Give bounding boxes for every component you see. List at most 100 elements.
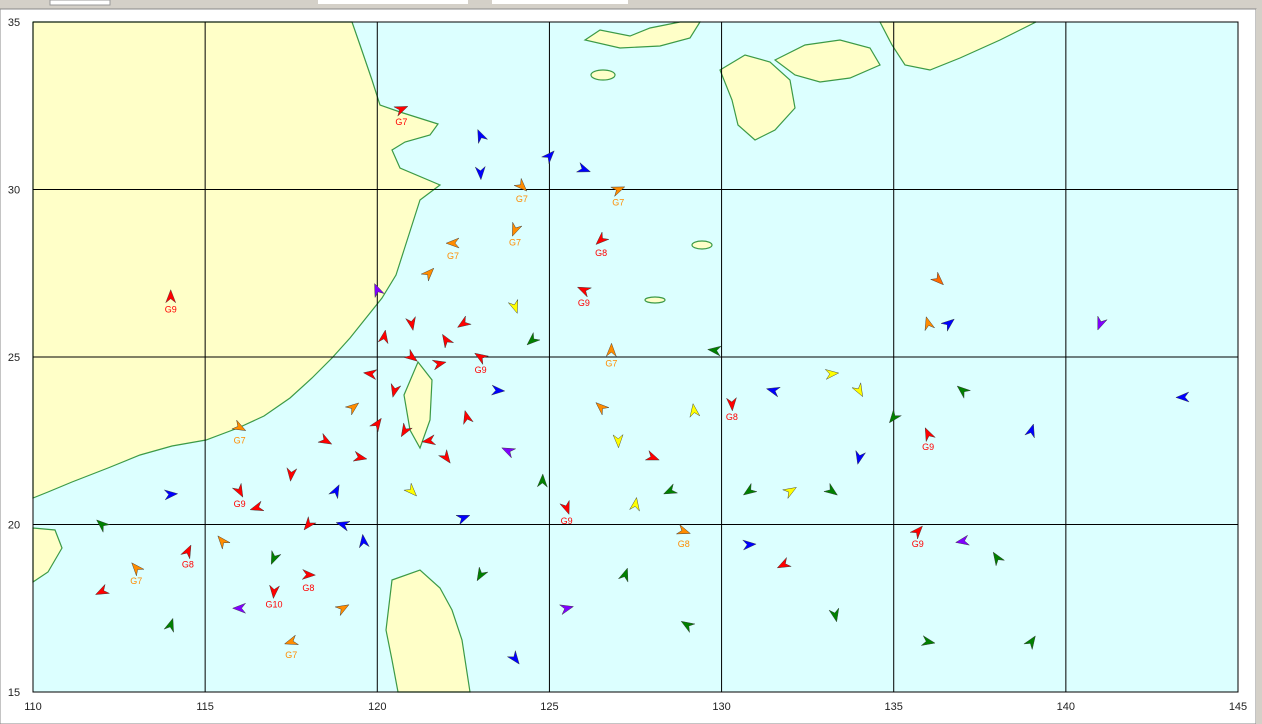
wind-marker: [765, 386, 782, 398]
wind-marker: [437, 448, 451, 464]
wind-marker: [420, 267, 435, 282]
wind-marker: [474, 165, 486, 181]
marker-label: G7: [605, 358, 617, 368]
wind-marker: [576, 286, 593, 298]
wind-marker: [403, 482, 417, 497]
marker-label: G9: [922, 442, 934, 452]
marker-label: G7: [285, 650, 297, 660]
toolbar-field: [492, 0, 628, 4]
marker-label: G7: [234, 435, 246, 445]
wind-marker: [924, 427, 936, 443]
wind-marker: [131, 562, 145, 577]
marker-label: G8: [182, 559, 194, 569]
wind-marker: [909, 525, 923, 540]
wind-marker: [512, 221, 523, 237]
island: [590, 69, 616, 81]
y-tick-label: 35: [8, 17, 20, 29]
marker-label: G8: [678, 539, 690, 549]
wind-marker: [992, 551, 1006, 567]
wind-marker: [776, 556, 792, 569]
wind-marker: [1024, 423, 1035, 439]
wind-marker: [377, 329, 389, 345]
marker-label: G9: [165, 305, 177, 315]
marker-label: G8: [595, 248, 607, 258]
wind-marker: [506, 649, 520, 665]
wind-marker: [232, 602, 247, 614]
wind-marker: [180, 544, 192, 560]
wind-marker: [403, 348, 418, 362]
x-tick-label: 115: [196, 701, 214, 713]
wind-marker: [96, 519, 111, 533]
wind-marker: [828, 607, 840, 623]
china-coast: [32, 21, 442, 499]
wind-marker: [421, 434, 437, 446]
wind-marker: [559, 499, 570, 515]
wind-marker: [400, 422, 413, 438]
wind-marker: [824, 369, 840, 380]
wind-marker: [344, 402, 360, 416]
wind-marker: [165, 289, 177, 304]
wind-marker: [476, 566, 489, 582]
wind-marker: [217, 535, 231, 550]
wind-marker: [929, 271, 944, 286]
shikoku: [773, 39, 881, 83]
toolbar-field: [318, 0, 468, 4]
wind-marker: [328, 484, 340, 500]
wind-marker: [507, 298, 519, 314]
wind-marker: [540, 150, 555, 165]
marker-label: G8: [726, 412, 738, 422]
wind-marker: [536, 473, 548, 488]
wind-marker: [463, 410, 474, 426]
marker-label: G9: [912, 539, 924, 549]
wind-marker: [689, 403, 701, 418]
toolbar-field: [49, 0, 111, 6]
wind-marker: [474, 352, 490, 366]
wind-marker: [742, 482, 758, 496]
wind-marker: [920, 635, 936, 646]
markers: G9 G7 G9 G9 G8 G8 G7 G10 G7 G7 G8 G8 G9 G8 G9 G7 G7 G7 G7 G…: [95, 106, 1190, 665]
wind-marker: [369, 417, 382, 433]
marker-label: G7: [447, 251, 459, 261]
wind-marker: [431, 359, 447, 371]
wind-marker: [95, 583, 111, 595]
wind-marker: [163, 489, 179, 501]
wind-marker: [455, 515, 471, 526]
wind-marker: [617, 567, 629, 583]
wind-marker: [855, 449, 867, 465]
marker-label: G7: [395, 117, 407, 127]
wind-marker: [605, 342, 617, 358]
land: [32, 21, 1037, 693]
wind-marker: [823, 482, 838, 496]
wind-marker: [513, 177, 528, 192]
wind-marker: [477, 128, 489, 145]
x-tick-label: 125: [540, 701, 558, 713]
y-tick-label: 30: [8, 185, 20, 197]
wind-marker: [335, 521, 351, 532]
wind-marker: [707, 345, 722, 357]
wind-marker: [940, 318, 955, 332]
wind-marker: [644, 450, 660, 461]
wind-marker: [393, 106, 409, 117]
y-tick-label: 20: [8, 520, 20, 532]
island: [691, 240, 713, 250]
wind-marker: [442, 333, 455, 349]
wind-marker: [742, 539, 757, 551]
wind-marker: [675, 523, 691, 535]
wind-marker: [301, 568, 316, 580]
scroll-edge: [1256, 9, 1262, 724]
wind-marker: [231, 482, 244, 498]
x-tick-label: 145: [1229, 701, 1247, 713]
wind-marker: [284, 634, 300, 645]
wind-marker: [955, 534, 971, 546]
marker-label: G7: [509, 238, 521, 248]
wind-marker: [956, 385, 972, 399]
wind-marker: [851, 382, 863, 398]
wind-marker: [558, 604, 574, 616]
wind-marker: [457, 315, 472, 328]
wind-marker: [352, 450, 368, 462]
y-tick-label: 15: [8, 687, 20, 699]
marker-label: G9: [234, 499, 246, 509]
wind-marker: [595, 402, 610, 416]
marker-label: G8: [302, 583, 314, 593]
